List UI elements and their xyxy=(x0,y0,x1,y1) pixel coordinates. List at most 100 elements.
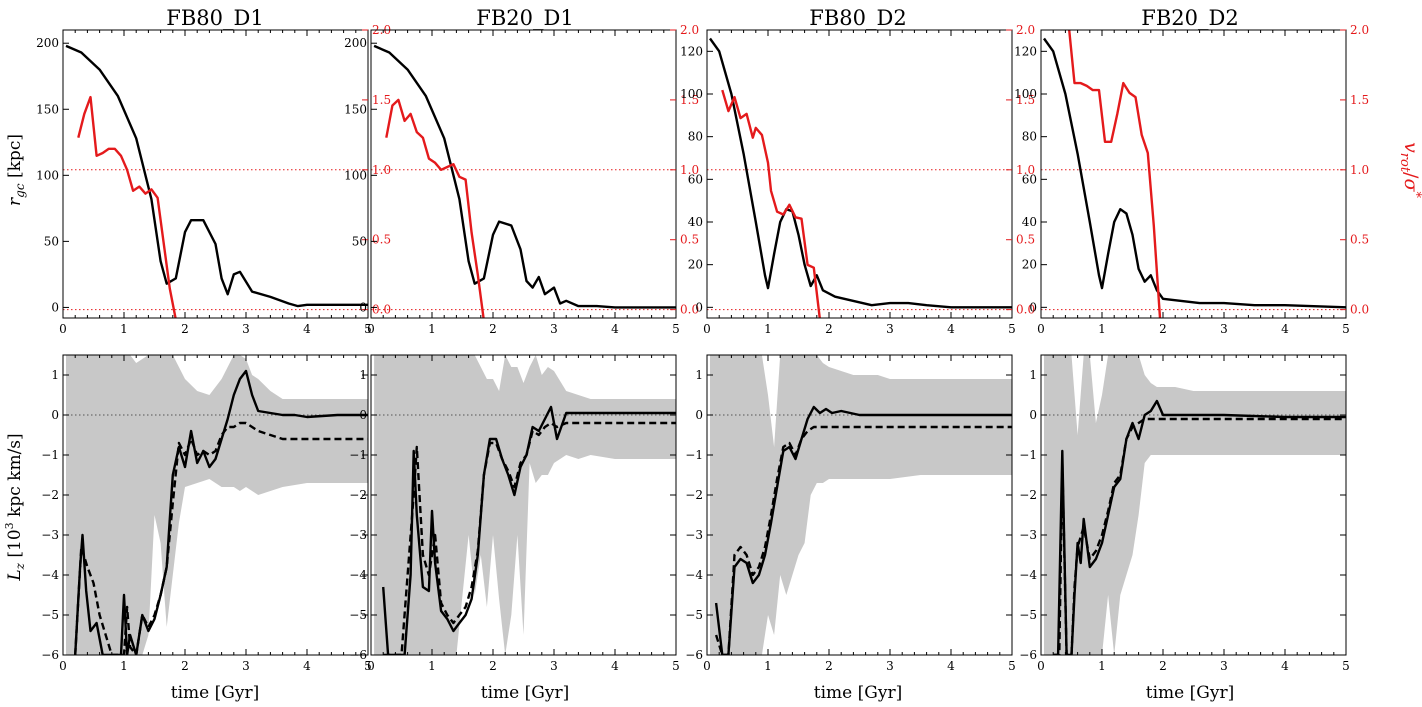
x-tick-label: 5 xyxy=(364,322,372,336)
y-tick-label: −5 xyxy=(349,608,367,622)
x-tick-label: 3 xyxy=(550,322,558,336)
x-tick-label: 1 xyxy=(120,322,128,336)
y-tick-label: 50 xyxy=(44,234,59,248)
y-tick-label: −3 xyxy=(685,528,703,542)
x-tick-label: 2 xyxy=(181,659,189,673)
x-tick-label: 1 xyxy=(764,659,772,673)
x-tick-label: 2 xyxy=(489,659,497,673)
y-tick-label: −5 xyxy=(1019,608,1037,622)
x-tick-label: 3 xyxy=(886,322,894,336)
panel-7: 0 1 2 3 4 5 −6 −5 −4 −3 −2 −1 0 1 xyxy=(685,354,1016,673)
y-tick-label: −3 xyxy=(41,528,59,542)
y-right-tick-label: 0.0 xyxy=(1016,303,1035,317)
y-tick-label: 1 xyxy=(359,368,367,382)
panel-title-fb80-d2: FB80_D2 xyxy=(809,6,906,30)
y-tick-label: 1 xyxy=(51,368,59,382)
y-right-tick-label: 1.5 xyxy=(372,93,391,107)
panel-6: 0 1 2 3 4 5−6−5−4−3−2−101 xyxy=(349,354,680,673)
dispersion-band xyxy=(710,355,1012,655)
x-tick-label: 3 xyxy=(1220,659,1228,673)
y-tick-label: −3 xyxy=(1019,528,1037,542)
y-tick-label: 0 xyxy=(51,408,59,422)
x-tick-label: 4 xyxy=(947,322,955,336)
panel-frame xyxy=(706,29,1013,319)
top-left-y-axis-label: rgc [kpc] xyxy=(5,134,27,206)
x-tick-label: 0 xyxy=(367,322,375,336)
y-tick-label: 0 xyxy=(1029,300,1037,314)
y-right-tick-label: 1.5 xyxy=(1350,93,1369,107)
y-tick-label: 0 xyxy=(695,300,703,314)
y-tick-label: 120 xyxy=(680,44,703,58)
y-right-tick-label: 0.0 xyxy=(680,303,699,317)
y-right-tick-label: 1.5 xyxy=(1016,93,1035,107)
y-tick-label: 1 xyxy=(1029,368,1037,382)
panel-frame xyxy=(370,354,677,656)
y-tick-label: 0 xyxy=(359,300,367,314)
y-tick-label: 200 xyxy=(344,36,367,50)
plot-area xyxy=(1041,355,1346,655)
series-line-lz-dashed xyxy=(74,421,368,655)
series-line-lz-solid xyxy=(714,405,1012,655)
y-tick-label: −3 xyxy=(349,528,367,542)
x-tick-label: 3 xyxy=(242,659,250,673)
y-right-tick-label: 1.0 xyxy=(1016,163,1035,177)
series-line-vrot-sigma xyxy=(385,98,485,318)
x-axis-label-panel-1: time [Gyr] xyxy=(171,683,259,703)
dispersion-band xyxy=(1044,355,1346,655)
x-axis-label-panel-3: time [Gyr] xyxy=(814,683,902,703)
x-tick-label: 0 xyxy=(703,322,711,336)
plot-area xyxy=(371,355,676,655)
y-tick-label: 1 xyxy=(695,368,703,382)
x-tick-label: 3 xyxy=(1220,322,1228,336)
dispersion-band xyxy=(66,355,368,655)
y-right-tick-label: 0.5 xyxy=(1350,233,1369,247)
y-tick-label: −1 xyxy=(1019,448,1037,462)
plot-area xyxy=(707,37,1012,318)
y-tick-label: −2 xyxy=(1019,488,1037,502)
series-line-lz-dashed xyxy=(1053,417,1346,655)
x-tick-label: 1 xyxy=(428,322,436,336)
y-tick-label: −4 xyxy=(41,568,59,582)
x-tick-label: 5 xyxy=(672,659,680,673)
x-tick-label: 3 xyxy=(242,322,250,336)
x-tick-label: 2 xyxy=(489,322,497,336)
x-tick-label: 5 xyxy=(672,322,680,336)
x-tick-label: 4 xyxy=(611,659,619,673)
y-tick-label: −2 xyxy=(685,488,703,502)
x-tick-label: 3 xyxy=(550,659,558,673)
panel-frame xyxy=(62,354,369,656)
y-tick-label: 100 xyxy=(680,87,703,101)
x-tick-label: 0 xyxy=(59,659,67,673)
y-tick-label: −2 xyxy=(349,488,367,502)
panel-4: 0 1 2 3 4 5 0 20 40 60 80 100 120 0.0 0.5 1.0 1.5 2.0 xyxy=(1014,23,1369,336)
x-tick-label: 4 xyxy=(1281,322,1289,336)
series-line-vrot-sigma xyxy=(721,89,821,318)
x-tick-label: 4 xyxy=(1281,659,1289,673)
y-tick-label: 40 xyxy=(1022,215,1037,229)
panel-frame xyxy=(706,354,1013,656)
panel-5: 0 1 2 3 4 5−6−5−4−3−2−101 xyxy=(41,354,372,673)
y-right-tick-label: 2.0 xyxy=(680,23,699,37)
y-tick-label: 0 xyxy=(695,408,703,422)
y-right-tick-label: 2.0 xyxy=(1350,23,1369,37)
x-tick-label: 0 xyxy=(703,659,711,673)
panel-frame xyxy=(62,29,369,319)
plot-area xyxy=(63,355,368,655)
x-tick-label: 5 xyxy=(364,659,372,673)
plot-area xyxy=(1041,30,1346,318)
x-tick-label: 2 xyxy=(1159,659,1167,673)
series-line-lz-dashed xyxy=(714,425,1012,655)
dispersion-band xyxy=(374,355,676,655)
y-tick-label: 60 xyxy=(688,172,703,186)
y-tick-label: 20 xyxy=(688,258,703,272)
x-tick-label: 2 xyxy=(181,322,189,336)
y-tick-label: 20 xyxy=(1022,258,1037,272)
y-tick-label: 50 xyxy=(352,234,367,248)
series-line-rgc xyxy=(373,44,676,309)
x-tick-label: 4 xyxy=(611,322,619,336)
x-tick-label: 3 xyxy=(886,659,894,673)
series-line-lz-dashed xyxy=(383,421,676,655)
x-axis-label-panel-2: time [Gyr] xyxy=(481,683,569,703)
